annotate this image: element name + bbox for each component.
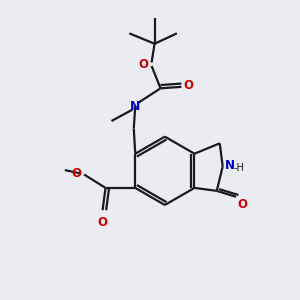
Text: O: O: [98, 215, 108, 229]
Text: -H: -H: [233, 163, 244, 172]
Text: O: O: [139, 58, 148, 71]
Text: O: O: [238, 198, 248, 211]
Text: O: O: [72, 167, 82, 179]
Text: O: O: [183, 79, 193, 92]
Text: N: N: [130, 100, 140, 113]
Text: N: N: [225, 159, 235, 172]
